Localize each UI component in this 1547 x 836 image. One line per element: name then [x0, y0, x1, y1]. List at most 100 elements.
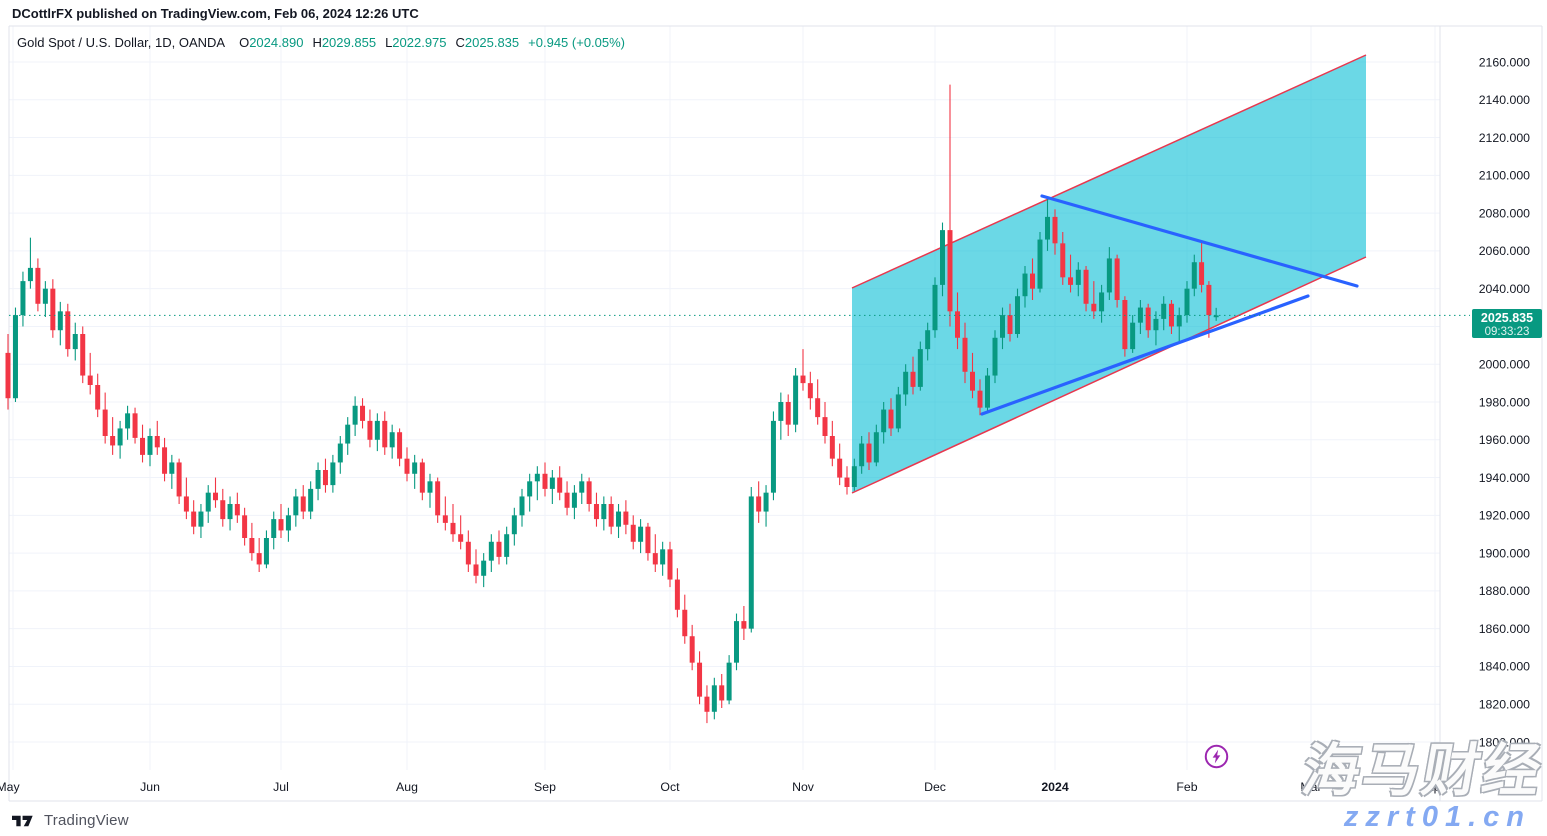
candle-body: [623, 511, 629, 525]
candle-body: [534, 473, 540, 482]
candle-body: [682, 609, 688, 637]
candle-body: [579, 481, 585, 493]
candle-body: [374, 420, 380, 440]
candle-body: [256, 553, 262, 565]
candle-body: [496, 541, 502, 557]
candle-body: [140, 437, 146, 455]
time-axis-label: Jun: [140, 780, 160, 794]
candle-body: [132, 413, 138, 438]
candle-body: [932, 284, 938, 331]
candle-body: [337, 443, 343, 463]
candle-body: [1075, 269, 1081, 285]
candle-body: [1091, 303, 1097, 312]
current-price-value: 2025.835: [1480, 311, 1534, 325]
candle-body: [1068, 277, 1074, 285]
ohlc-item: H2029.855: [312, 35, 376, 50]
candle-body: [404, 458, 410, 474]
symbol-title: Gold Spot / U.S. Dollar, 1D, OANDA: [17, 35, 226, 50]
price-axis-label: 2140.000: [1479, 93, 1530, 107]
candle-body: [719, 685, 725, 701]
candle-body: [412, 462, 418, 474]
candle-body: [1176, 315, 1182, 327]
candle-body: [481, 560, 487, 576]
candle-body: [822, 417, 828, 436]
time-axis-label: Oct: [660, 780, 680, 794]
ohlc-item: O2024.890: [239, 35, 303, 50]
candle-body: [586, 481, 592, 504]
attribution-text: DCottlrFX published on TradingView.com, …: [12, 6, 419, 21]
candle-body: [80, 334, 86, 376]
candle-body: [881, 409, 887, 433]
candle-body: [1037, 239, 1043, 289]
candle-body: [593, 504, 599, 520]
candle-body: [778, 402, 784, 421]
candle-body: [191, 511, 197, 527]
candle-body: [278, 519, 284, 531]
trendline-drawing[interactable]: [1040, 194, 1359, 288]
candle-body: [910, 371, 916, 387]
price-axis-label: 1980.000: [1479, 395, 1530, 409]
candle-body: [1191, 262, 1197, 289]
candle-body: [234, 504, 240, 516]
watermark-site-url: zzrt01.cn: [1343, 801, 1531, 833]
candle-body: [549, 477, 555, 489]
candle-body: [35, 267, 41, 304]
candle-body: [638, 526, 644, 542]
candle-body: [542, 473, 548, 489]
candle-body: [844, 477, 850, 487]
price-axis-label: 1940.000: [1479, 471, 1530, 485]
candle-body: [117, 428, 123, 446]
price-axis-label: 2000.000: [1479, 358, 1530, 372]
candle-body: [72, 334, 78, 350]
candle-body: [866, 443, 872, 463]
candle-body: [1022, 273, 1028, 297]
candle-body: [1083, 269, 1089, 304]
ohlc-value: 2022.975: [392, 35, 447, 50]
ohlc-value: 2024.890: [249, 35, 304, 50]
candle-body: [205, 492, 211, 512]
tradingview-logo-icon[interactable]: [12, 813, 37, 829]
candle-body: [249, 538, 255, 554]
candle-body: [557, 477, 563, 493]
time-axis-label: Dec: [924, 780, 946, 794]
candle-body: [1015, 296, 1020, 334]
candle-body: [800, 375, 806, 384]
candle-body: [807, 383, 813, 399]
candle-body: [726, 662, 732, 701]
time-axis-label: Apr: [1425, 780, 1444, 794]
trendline-drawing[interactable]: [980, 294, 1310, 416]
price-axis-label: 2080.000: [1479, 206, 1530, 220]
candle-body: [102, 409, 108, 436]
ohlc-label: C: [455, 35, 465, 50]
time-axis-label: Mar: [1300, 780, 1321, 794]
candle-body: [435, 481, 441, 516]
candle-body: [271, 519, 277, 538]
candle-body: [1060, 243, 1066, 278]
candle-body: [458, 534, 464, 542]
candle-body: [977, 390, 983, 408]
candle-body: [851, 466, 857, 487]
tradingview-brand-text[interactable]: TradingView: [44, 812, 129, 829]
price-axis-label: 1800.000: [1479, 735, 1530, 749]
candle-body: [419, 462, 425, 493]
candle-body: [711, 685, 717, 712]
candle-body: [285, 515, 291, 531]
price-axis-label: 1880.000: [1479, 584, 1530, 598]
time-axis-label: 2024: [1041, 780, 1069, 794]
time-axis-label: Feb: [1176, 780, 1197, 794]
candle-body: [125, 413, 131, 429]
idea-lightning-icon[interactable]: [1204, 744, 1229, 769]
price-axis-label: 1920.000: [1479, 509, 1530, 523]
candle-body: [42, 288, 48, 304]
candle-body: [330, 462, 336, 486]
candle-body: [748, 496, 754, 629]
time-axis-label: Nov: [792, 780, 815, 794]
time-axis-label: Aug: [396, 780, 418, 794]
candle-body: [903, 371, 909, 395]
candle-body: [955, 311, 960, 338]
candle-body: [829, 436, 835, 459]
candle-body: [110, 436, 116, 446]
channel-upper-border: [851, 54, 1367, 289]
candle-body: [427, 481, 433, 493]
